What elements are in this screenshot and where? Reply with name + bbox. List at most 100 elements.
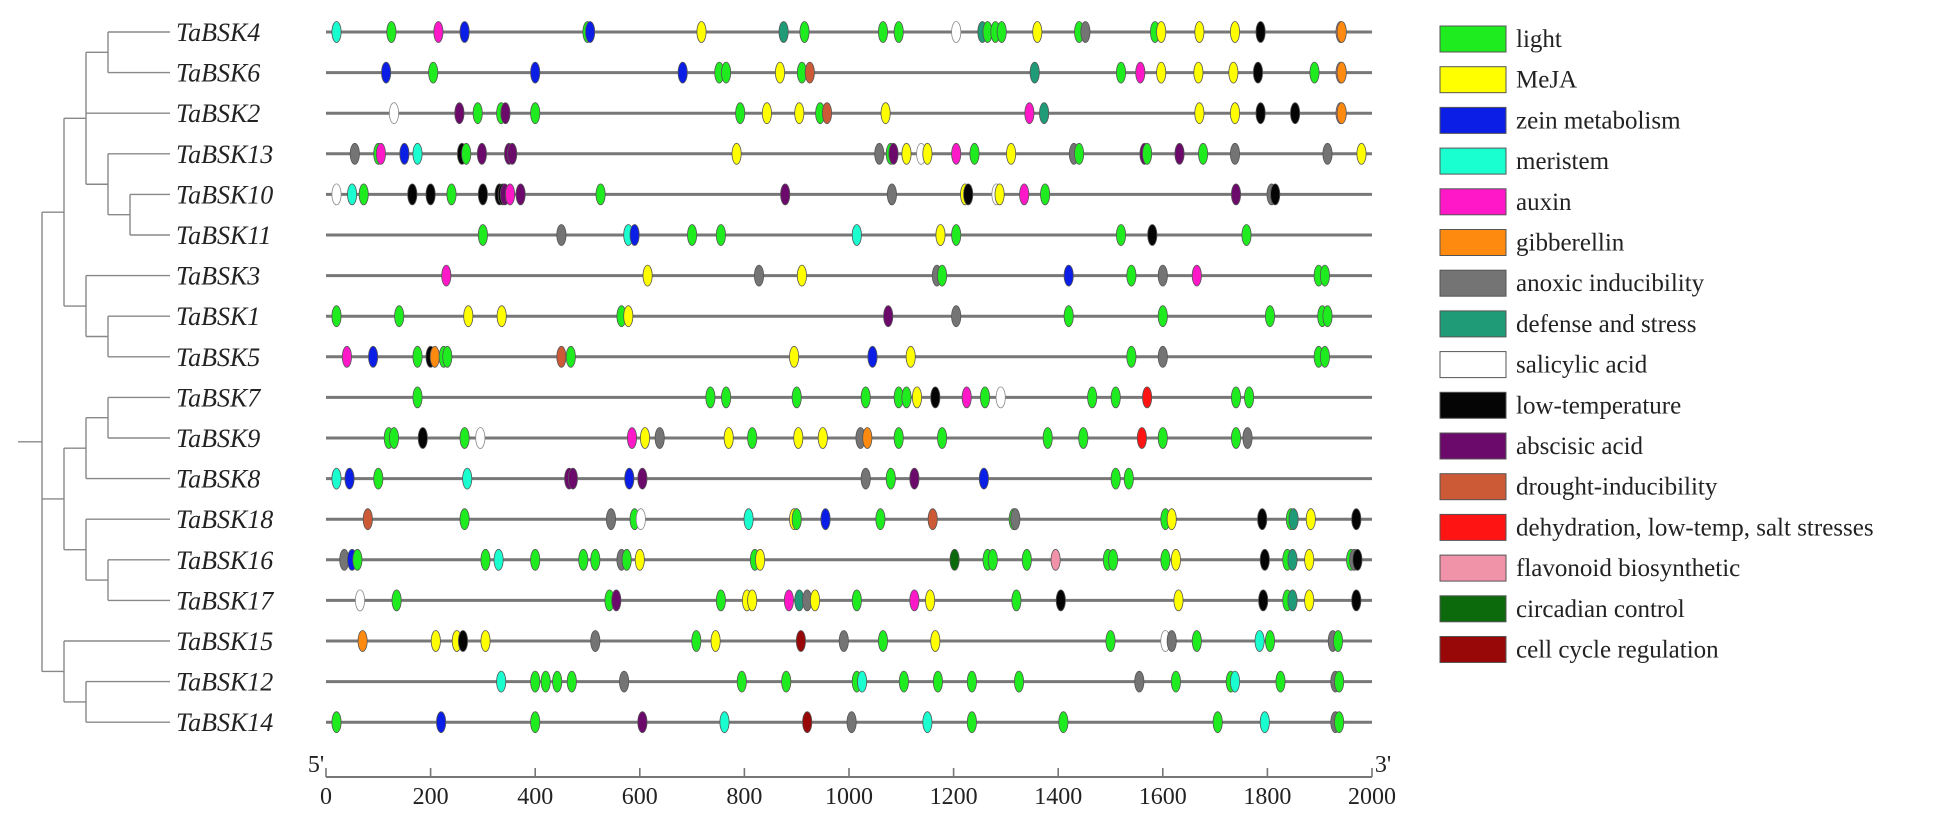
element-light: [721, 61, 732, 84]
element-auxin: [961, 386, 972, 409]
element-meja: [794, 102, 805, 125]
tick-label: 800: [726, 784, 762, 810]
element-light: [735, 102, 746, 125]
legend-swatch: [1439, 351, 1507, 379]
element-anoxic: [556, 224, 567, 246]
legend-item-defense: defense and stress: [1439, 310, 1697, 338]
element-light: [1042, 427, 1053, 449]
legend-swatch: [1439, 595, 1507, 623]
element-light: [459, 508, 470, 531]
element-salicylic: [354, 589, 365, 612]
element-light: [987, 548, 998, 571]
element-light: [1110, 467, 1121, 490]
legend-swatch: [1439, 513, 1507, 541]
element-aba: [1174, 142, 1185, 165]
element-meja: [696, 21, 707, 43]
element-auxin: [433, 21, 444, 43]
legend-label: drought-inducibility: [1516, 474, 1718, 501]
element-light: [1021, 548, 1032, 571]
gene-row-tabsk1: TaBSK1: [176, 302, 1372, 331]
element-aba: [567, 467, 578, 490]
element-anoxic: [1230, 142, 1241, 165]
element-auxin: [951, 142, 962, 165]
gene-label: TaBSK11: [176, 221, 271, 250]
element-zein: [677, 61, 688, 84]
element-light: [791, 508, 802, 531]
element-aba: [637, 467, 648, 490]
element-light: [391, 589, 402, 612]
legend-swatch: [1439, 473, 1507, 501]
element-light: [715, 589, 726, 612]
element-auxin: [909, 589, 920, 612]
element-light: [394, 305, 405, 328]
gene-row-tabsk9: TaBSK9: [176, 424, 1372, 453]
legend-label: zein metabolism: [1516, 107, 1681, 134]
legend-label: dehydration, low-temp, salt stresses: [1516, 514, 1874, 541]
legend: light MeJA zein metabolism meristem auxin gib…: [1439, 25, 1874, 664]
legend-swatch: [1439, 106, 1507, 134]
element-meja: [1356, 142, 1367, 165]
element-anoxic: [1322, 142, 1333, 165]
tick-label: 200: [413, 784, 449, 810]
element-anoxic: [654, 427, 665, 449]
element-meja: [1194, 21, 1205, 43]
gene-row-tabsk4: TaBSK4: [176, 18, 1372, 47]
element-light: [459, 427, 470, 449]
element-meja: [796, 264, 807, 287]
element-anoxic: [1010, 508, 1021, 531]
element-meristem: [922, 711, 933, 734]
element-light: [715, 224, 726, 246]
element-light: [1231, 427, 1242, 449]
legend-item-meja: MeJA: [1439, 66, 1577, 94]
element-light: [578, 548, 589, 571]
element-auxin: [1191, 264, 1202, 287]
gene-row-tabsk13: TaBSK13: [176, 140, 1372, 169]
gene-label: TaBSK16: [176, 546, 273, 575]
gene-tracks: TaBSK4 TaBSK6 TaBSK2 TaBSK13 TaBSK10 TaBSK11 T…: [176, 18, 1372, 737]
tick-label: 1000: [825, 784, 873, 810]
element-auxin: [505, 183, 516, 206]
element-auxin: [627, 427, 638, 449]
element-meja: [1304, 589, 1315, 612]
element-zein: [867, 345, 878, 368]
legend-item-light: light: [1439, 25, 1562, 53]
element-aba: [780, 183, 791, 206]
element-anoxic: [846, 711, 857, 734]
element-light: [477, 224, 488, 246]
element-gibberellin: [862, 427, 873, 449]
element-aba: [909, 467, 920, 490]
element-aba: [507, 142, 518, 165]
legend-item-zein: zein metabolism: [1439, 106, 1681, 134]
element-light: [1212, 711, 1223, 734]
element-salicylic: [951, 21, 962, 43]
element-light: [480, 548, 491, 571]
element-light: [1265, 630, 1276, 652]
gene-row-tabsk2: TaBSK2: [176, 99, 1372, 128]
element-light: [878, 21, 889, 43]
legend-label: meristem: [1516, 148, 1610, 175]
element-lowtemp: [1352, 548, 1363, 571]
element-light: [966, 670, 977, 693]
legend-label: low-temperature: [1516, 392, 1681, 419]
element-meja: [1170, 548, 1181, 571]
element-light: [747, 427, 758, 449]
legend-swatch: [1439, 432, 1507, 460]
element-gibberellin: [1336, 102, 1347, 125]
gene-label: TaBSK6: [176, 59, 260, 88]
element-gibberellin: [1336, 21, 1347, 43]
element-light: [1244, 386, 1255, 409]
element-light: [736, 670, 747, 693]
legend-item-drought: drought-inducibility: [1439, 473, 1718, 501]
element-light: [358, 183, 369, 206]
gene-row-tabsk15: TaBSK15: [176, 627, 1372, 656]
element-light: [1333, 630, 1344, 652]
element-defense: [1039, 102, 1050, 125]
element-light: [781, 670, 792, 693]
element-light: [691, 630, 702, 652]
element-drought: [822, 102, 833, 125]
element-meristem: [331, 21, 342, 43]
gene-label: TaBSK3: [176, 262, 260, 291]
gene-row-tabsk6: TaBSK6: [176, 59, 1372, 88]
element-aba: [476, 142, 487, 165]
